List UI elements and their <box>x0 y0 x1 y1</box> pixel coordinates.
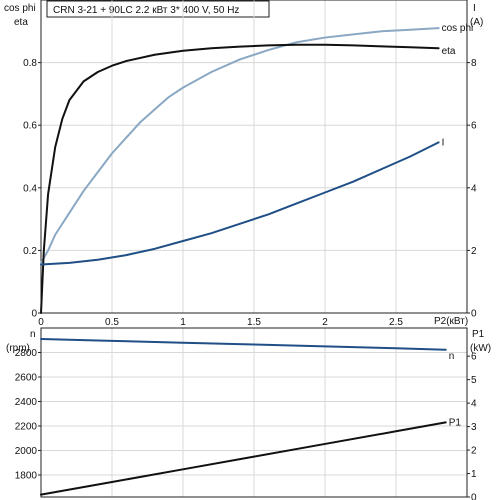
series-label-p1: P1 <box>449 417 462 428</box>
right-tick-label: 6 <box>471 352 477 363</box>
plot-frame <box>40 0 468 314</box>
left-tick-label: 2600 <box>15 372 38 383</box>
series-label-i: I <box>442 137 445 148</box>
right-tick-label: 1 <box>471 469 477 480</box>
upper-x-axis-label: P2(кВт) <box>434 316 468 327</box>
left-tick-label: 0.6 <box>23 121 37 132</box>
series-label-eta: eta <box>442 46 456 57</box>
right-tick-label: 0 <box>471 493 477 500</box>
chart-title: CRN 3-21 + 90LC 2.2 кВт 3* 400 V, 50 Hz <box>53 5 239 16</box>
right-tick-label: 5 <box>471 375 477 386</box>
series-line-p1 <box>40 421 447 496</box>
lower-right-axis-label-1: P1 <box>472 329 485 340</box>
series-label-cos-phi: cos phi <box>442 23 474 34</box>
upper-plot: 0 0.2 0.4 0.6 0.8 0 2 4 6 8 0 0.5 1 1.5 2 2.5 cos phi eta… <box>23 0 477 328</box>
left-tick-label: 2000 <box>15 446 38 457</box>
upper-right-axis-label-1: I <box>473 3 476 14</box>
left-tick-label: 2800 <box>15 348 38 359</box>
left-tick-label: 2200 <box>15 421 38 432</box>
lower-plot: 1800 2000 2200 2400 2600 2800 0 1 2 3 4 5 6 n P1 <box>15 327 477 500</box>
left-tick-label: 2400 <box>15 397 38 408</box>
series-label-n: n <box>449 351 455 362</box>
upper-left-axis-label-2: eta <box>14 17 28 28</box>
series-line-cos-phi <box>40 27 440 264</box>
lower-right-axis-label-2: (kW) <box>470 343 491 354</box>
series-line-n <box>40 338 447 351</box>
right-tick-label: 0 <box>471 309 477 320</box>
right-tick-label: 2 <box>471 446 477 457</box>
x-tick-label: 0 <box>38 317 44 328</box>
plot-frame <box>40 327 468 498</box>
series-line-i <box>40 141 440 266</box>
x-tick-label: 2.5 <box>389 317 403 328</box>
right-tick-label: 2 <box>471 246 477 257</box>
right-tick-label: 4 <box>471 183 477 194</box>
right-tick-label: 6 <box>471 121 477 132</box>
x-tick-label: 0.5 <box>105 317 119 328</box>
x-tick-label: 1 <box>180 317 186 328</box>
right-tick-label: 3 <box>471 422 477 433</box>
right-tick-label: 4 <box>471 399 477 410</box>
left-tick-label: 0.8 <box>23 58 37 69</box>
left-tick-label: 1800 <box>15 470 38 481</box>
right-tick-label: 8 <box>471 58 477 69</box>
left-tick-label: 0.4 <box>23 183 37 194</box>
title-box <box>46 0 270 18</box>
lower-left-axis-label-1: n <box>30 329 36 340</box>
upper-left-axis-label-1: cos phi <box>4 3 36 14</box>
lower-left-axis-label-2: (rpm) <box>6 343 30 354</box>
left-tick-label: 0.2 <box>23 246 37 257</box>
x-tick-label: 1.5 <box>247 317 261 328</box>
upper-right-axis-label-2: (A) <box>470 17 483 28</box>
left-tick-label: 0 <box>31 309 37 320</box>
x-tick-label: 2 <box>322 317 328 328</box>
series-line-eta <box>40 43 440 314</box>
